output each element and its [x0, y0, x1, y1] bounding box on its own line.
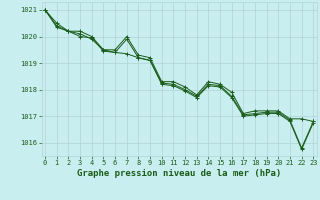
X-axis label: Graphe pression niveau de la mer (hPa): Graphe pression niveau de la mer (hPa) — [77, 169, 281, 178]
